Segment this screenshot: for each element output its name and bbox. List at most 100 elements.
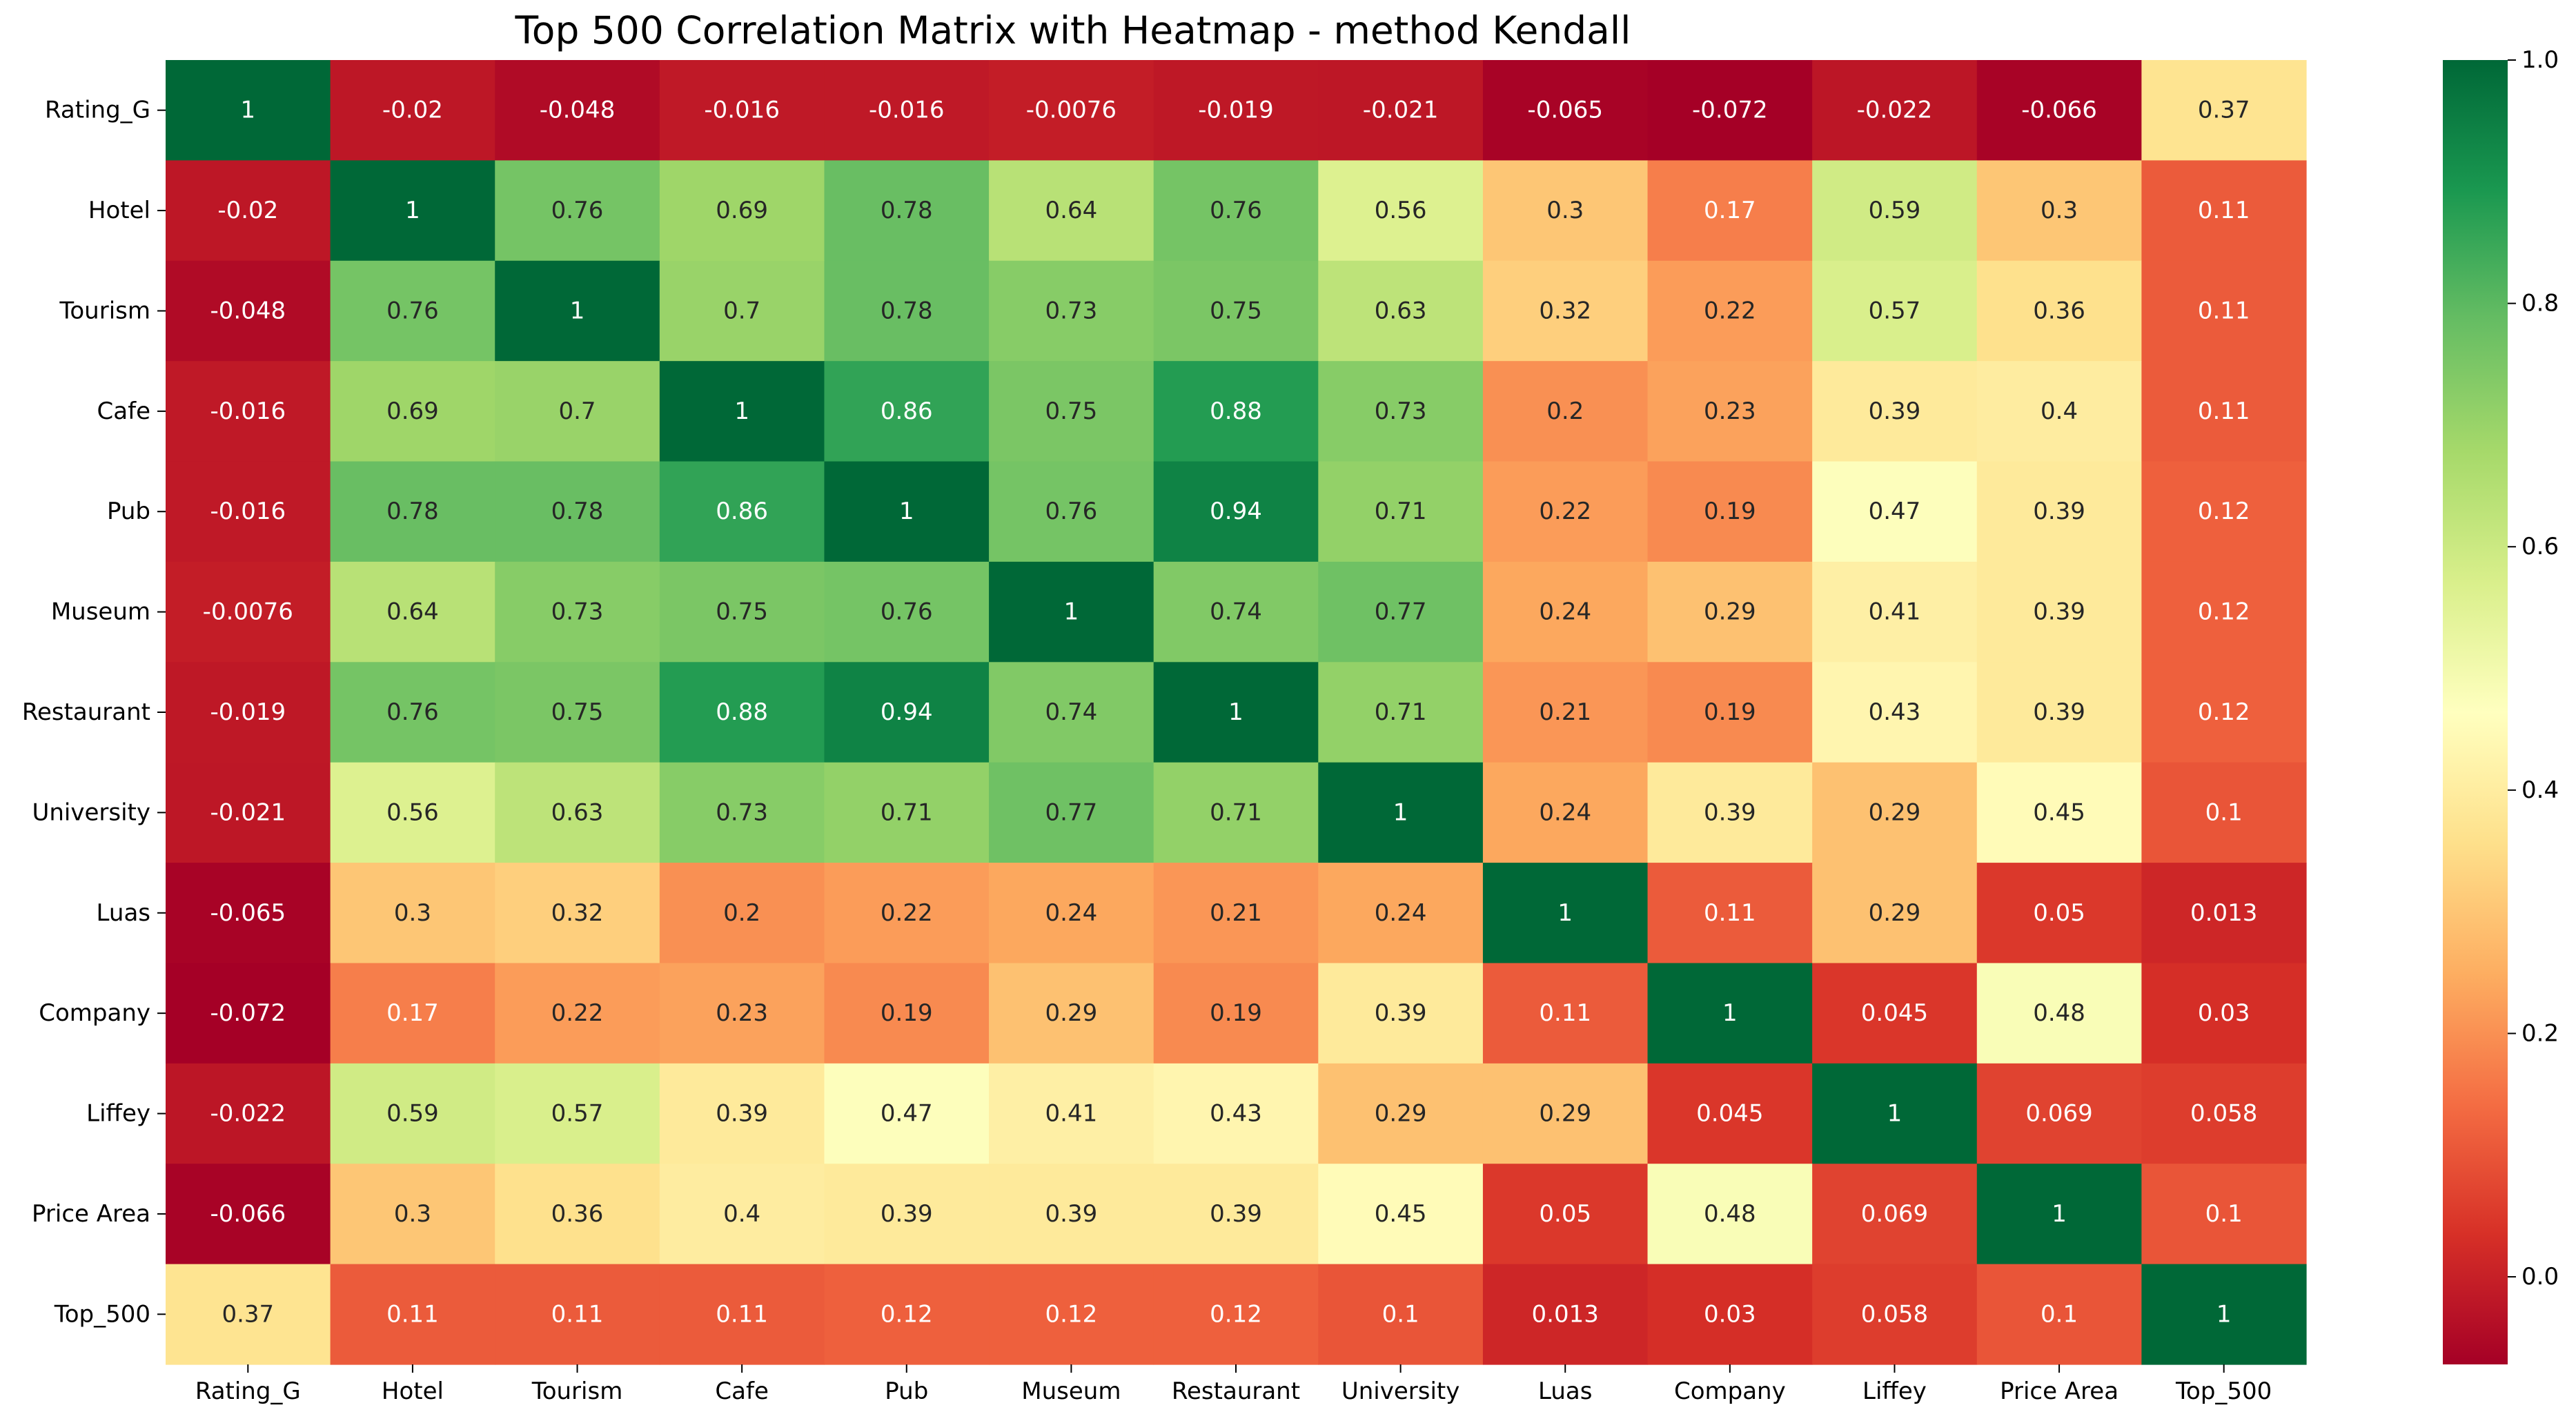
heatmap-cell: [659, 160, 825, 262]
x-tick-label: Liffey: [1862, 1378, 1927, 1405]
cell-annotation: 0.77: [1045, 798, 1098, 826]
heatmap-cell: [330, 1264, 495, 1365]
heatmap-cell: [824, 260, 990, 362]
cell-annotation: 0.4: [2041, 398, 2078, 425]
cell-annotation: 0.45: [1375, 1200, 1427, 1228]
heatmap-cell: [1153, 461, 1319, 562]
y-tick-label: Luas: [97, 899, 150, 927]
cell-annotation: 0.47: [881, 1100, 933, 1128]
cell-annotation: 0.73: [1045, 297, 1098, 324]
heatmap-cell: [495, 160, 660, 262]
heatmap-cell: [659, 963, 825, 1064]
heatmap-cell: [2141, 662, 2307, 763]
heatmap-cell: [1812, 1063, 1978, 1164]
heatmap-cell: [1153, 662, 1319, 763]
cell-annotation: 1: [1393, 798, 1408, 826]
heatmap-cell: [2141, 1264, 2307, 1365]
cell-annotation: 0.29: [1704, 598, 1756, 626]
heatmap-cell: [495, 361, 660, 462]
cell-annotation: 0.71: [1210, 798, 1262, 826]
cell-annotation: 0.57: [551, 1100, 604, 1128]
heatmap-cell: [659, 863, 825, 964]
cell-annotation: -0.065: [1527, 97, 1603, 124]
heatmap-cell: [330, 461, 495, 562]
cell-annotation: 0.1: [2205, 798, 2243, 826]
heatmap-cell: [330, 762, 495, 863]
cell-annotation: 0.73: [716, 798, 768, 826]
heatmap-cell: [330, 361, 495, 462]
heatmap-cell: [824, 963, 990, 1064]
heatmap-cell: [1153, 260, 1319, 362]
heatmap-cell: [166, 361, 331, 462]
cell-annotation: 0.73: [551, 598, 604, 626]
heatmap-cell: [659, 260, 825, 362]
cell-annotation: 0.94: [881, 698, 933, 726]
heatmap-cell: [989, 561, 1154, 663]
heatmap-cell: [989, 160, 1154, 262]
cell-annotation: 0.76: [1045, 498, 1098, 525]
heatmap-cell: [1976, 1164, 2142, 1265]
cell-annotation: 0.74: [1210, 598, 1262, 626]
heatmap-cell: [1647, 762, 1813, 863]
heatmap-cell: [1812, 963, 1978, 1064]
cell-annotation: -0.066: [2021, 97, 2097, 124]
heatmap-cell: [1812, 60, 1978, 161]
heatmap-cell: [824, 762, 990, 863]
heatmap-cell: [330, 863, 495, 964]
cell-annotation: 0.21: [1210, 899, 1262, 927]
heatmap-cell: [2141, 963, 2307, 1064]
heatmap-cell: [1647, 1264, 1813, 1365]
heatmap-cell: [495, 662, 660, 763]
heatmap-cell: [1976, 1063, 2142, 1164]
heatmap-cell: [1647, 160, 1813, 262]
cell-annotation: 0.76: [551, 197, 604, 224]
heatmap-cell: [495, 60, 660, 161]
heatmap-cell: [659, 1264, 825, 1365]
cell-annotation: 0.75: [1210, 297, 1262, 324]
heatmap-cell: [1647, 461, 1813, 562]
cell-annotation: 0.36: [2033, 297, 2085, 324]
cell-annotation: 0.71: [1375, 698, 1427, 726]
cell-annotation: 0.63: [1375, 297, 1427, 324]
heatmap-cell: [1318, 762, 1484, 863]
cell-annotation: 0.29: [1869, 798, 1921, 826]
heatmap-cell: [1482, 160, 1649, 262]
cell-annotation: 0.19: [1210, 999, 1262, 1027]
cell-annotation: 0.12: [2198, 698, 2250, 726]
cell-annotation: 0.058: [1861, 1300, 1928, 1328]
heatmap-cell: [1976, 60, 2142, 161]
x-tick-label: Top_500: [2175, 1378, 2272, 1405]
heatmap-cell: [1482, 1264, 1649, 1365]
heatmap-cell: [2141, 461, 2307, 562]
colorbar-gradient: [2443, 60, 2508, 1364]
heatmap-cell: [1153, 863, 1319, 964]
cell-annotation: 0.78: [386, 498, 439, 525]
cell-annotation: 0.12: [1045, 1300, 1098, 1328]
heatmap-cell: [989, 1164, 1154, 1265]
heatmap-cell: [824, 863, 990, 964]
heatmap-cell: [166, 1164, 331, 1265]
cell-annotation: 0.24: [1375, 899, 1427, 927]
cell-annotation: 0.57: [1869, 297, 1921, 324]
cell-annotation: 0.32: [551, 899, 604, 927]
x-tick-label: University: [1341, 1378, 1460, 1405]
x-axis: Rating_G Hotel Tourism Cafe Pub Museum Restaur…: [195, 1364, 2272, 1405]
cell-annotation: 0.11: [551, 1300, 604, 1328]
heatmap-cell: [330, 260, 495, 362]
cell-annotation: -0.072: [210, 999, 286, 1027]
heatmap-cell: [495, 1063, 660, 1164]
cell-annotation: 0.069: [2025, 1100, 2092, 1128]
heatmap-cell: [495, 963, 660, 1064]
heatmap-cell: [1318, 561, 1484, 663]
heatmap-cell: [1482, 561, 1649, 663]
cell-annotation: 0.48: [2033, 999, 2085, 1027]
cell-annotation: 0.24: [1539, 598, 1591, 626]
heatmap-cell: [166, 561, 331, 663]
heatmap-cell: [2141, 160, 2307, 262]
heatmap-cell: [166, 1264, 331, 1365]
cell-annotation: 0.3: [2041, 197, 2078, 224]
cell-annotation: 0.41: [1869, 598, 1921, 626]
heatmap-cell: [1318, 160, 1484, 262]
colorbar-tick-label: 0.6: [2521, 533, 2559, 560]
x-tick-label: Luas: [1538, 1378, 1592, 1405]
